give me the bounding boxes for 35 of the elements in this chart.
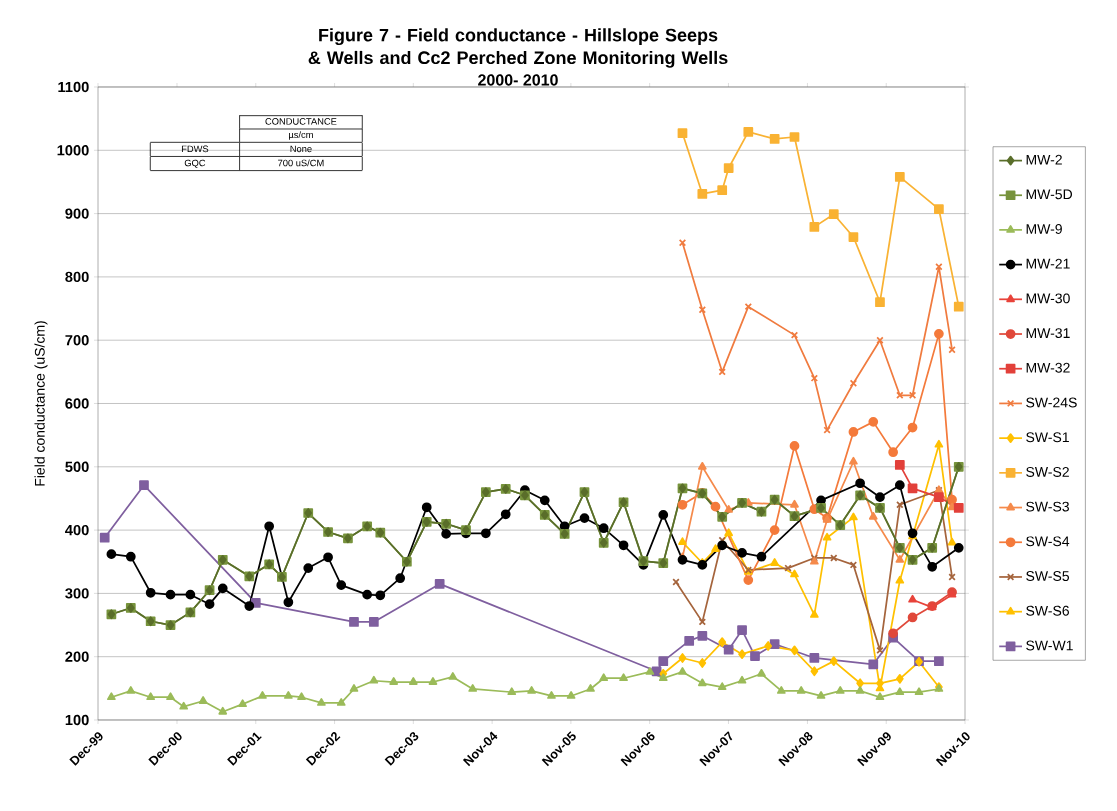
legend-label: SW-S6 [1026, 605, 1069, 616]
y-tick-label: 200 [65, 651, 89, 662]
annotation: 700 uS/CM [278, 159, 324, 167]
y-tick-label: 1000 [57, 145, 89, 156]
y-tick-label: 800 [65, 271, 89, 283]
chart-subtitle: 2000- 2010 [478, 74, 558, 86]
annotation: GQC [184, 159, 206, 168]
legend-label: MW-31 [1026, 328, 1070, 339]
legend-label: SW-S1 [1026, 432, 1069, 443]
annotation: CONDUCTANCE [265, 118, 337, 125]
legend-label: SW-S5 [1026, 571, 1070, 581]
legend-label: MW-32 [1026, 362, 1070, 373]
legend-label: MW-30 [1026, 293, 1070, 304]
legend-label: MW-21 [1026, 258, 1070, 269]
legend-label: MW-2 [1026, 154, 1062, 165]
y-tick-label: 500 [65, 461, 89, 472]
legend-label: SW-W1 [1026, 640, 1073, 651]
legend-label: SW-24S [1026, 397, 1077, 408]
y-tick-label: 400 [65, 524, 89, 536]
annotation: None [290, 145, 312, 153]
legend-label: MW-5D [1026, 189, 1073, 200]
y-tick-label: 600 [65, 398, 89, 409]
y-tick-label: 300 [65, 588, 89, 599]
y-tick-label: 100 [65, 714, 89, 726]
y-axis-title: Field conductance (uS/cm) [34, 321, 48, 486]
legend-label: SW-S2 [1026, 466, 1069, 477]
y-tick-label: 1100 [58, 81, 89, 93]
legend-label: MW-9 [1026, 224, 1062, 234]
chart-title: Figure 7 - Field conductance - Hillslope Seeps & Wells and Cc2 Perched Zone Monitoring Wells [308, 28, 728, 68]
legend-label: SW-S4 [1026, 536, 1070, 547]
y-tick-label: 900 [65, 208, 89, 219]
annotation: FDWS [181, 145, 209, 153]
y-tick-label: 700 [65, 335, 89, 346]
annotation: µs/cm [289, 131, 313, 140]
legend-label: SW-S3 [1026, 501, 1069, 512]
